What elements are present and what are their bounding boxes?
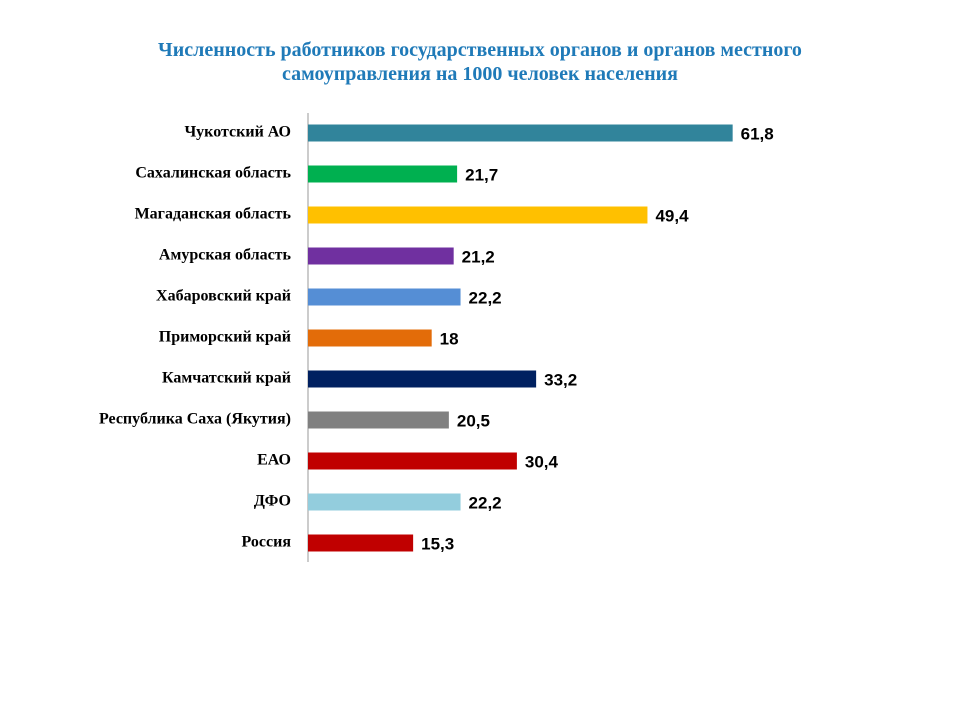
value-label: 18 (440, 329, 459, 348)
value-label: 20,5 (457, 411, 490, 430)
bar (308, 452, 517, 470)
bar (308, 206, 648, 224)
bar (308, 288, 461, 306)
value-label: 22,2 (469, 493, 502, 512)
bar (308, 124, 733, 142)
bar (308, 534, 414, 552)
value-label: 15,3 (421, 534, 454, 553)
category-label: Приморский край (159, 329, 291, 346)
value-label: 33,2 (544, 370, 577, 389)
bar (308, 493, 461, 511)
category-label: Амурская область (159, 247, 292, 264)
category-label: ЕАО (257, 452, 291, 469)
category-label: Сахалинская область (135, 165, 291, 182)
category-label: Хабаровский край (156, 288, 291, 305)
value-label: 21,2 (462, 247, 495, 266)
category-label: Россия (242, 534, 292, 551)
bar (308, 165, 458, 183)
chart-title: Численность работников государственных о… (158, 39, 802, 85)
value-label: 30,4 (525, 452, 559, 471)
value-label: 61,8 (741, 124, 774, 143)
category-label: Камчатский край (162, 370, 291, 387)
bar (308, 247, 454, 265)
value-label: 21,7 (465, 165, 498, 184)
category-label: Магаданская область (135, 206, 292, 223)
value-label: 49,4 (655, 206, 689, 225)
category-label: ДФО (254, 493, 291, 510)
bar (308, 370, 537, 388)
category-label: Республика Саха (Якутия) (99, 411, 291, 428)
value-label: 22,2 (469, 288, 502, 307)
bar (308, 411, 449, 429)
bar (308, 329, 432, 347)
category-label: Чукотский АО (184, 124, 291, 141)
